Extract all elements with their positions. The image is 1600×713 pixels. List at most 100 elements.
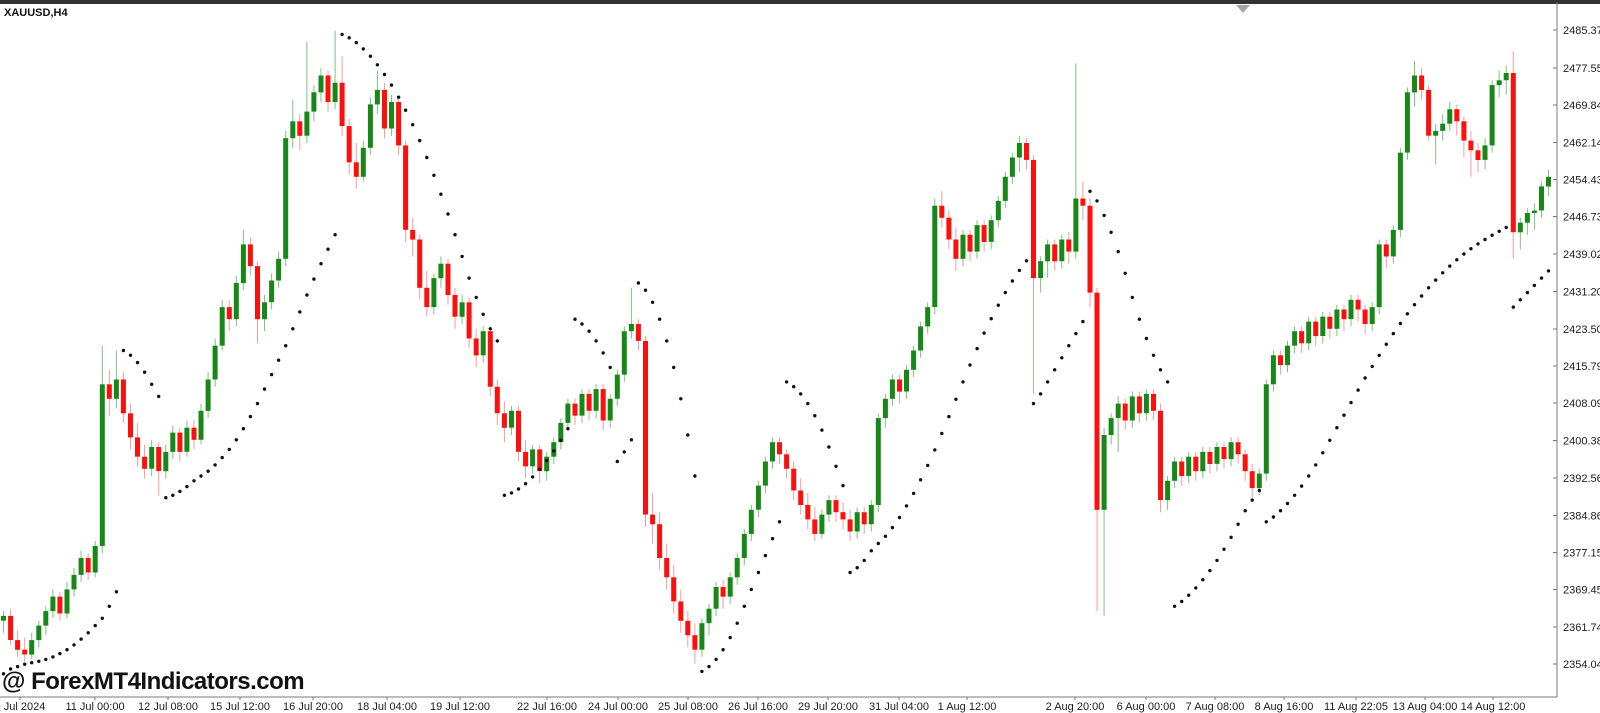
watermark-text: @ ForexMT4Indicators.com xyxy=(2,668,305,695)
sar-dot xyxy=(559,438,563,442)
sar-dot xyxy=(1448,264,1452,268)
sar-dot xyxy=(79,637,83,641)
bull-candle-body xyxy=(198,410,204,440)
sar-dot xyxy=(1441,271,1445,275)
sar-dot xyxy=(573,317,577,321)
sar-dot xyxy=(841,483,845,488)
time-tick-label: 2 Aug 20:00 xyxy=(1046,701,1105,713)
sar-dot xyxy=(213,463,217,467)
bull-candle-body xyxy=(960,234,966,259)
sar-dot xyxy=(869,549,873,553)
sar-dot xyxy=(135,360,140,365)
bear-candle-body xyxy=(346,126,352,163)
bull-candle-body xyxy=(1228,442,1234,460)
sar-dot xyxy=(396,95,401,99)
sar-dot xyxy=(672,365,676,370)
sar-dot xyxy=(629,438,634,442)
sar-dot xyxy=(1165,380,1170,384)
sar-dot xyxy=(855,566,859,570)
sar-dot xyxy=(8,667,13,671)
time-tick-label: 18 Jul 04:00 xyxy=(357,701,417,713)
sar-dot xyxy=(1003,290,1007,295)
sar-dot xyxy=(333,233,337,237)
bull-candle-body xyxy=(1073,198,1079,252)
bear-candle-body xyxy=(650,514,656,525)
bull-candle-body xyxy=(1009,157,1015,177)
sar-dot xyxy=(1010,279,1015,283)
bull-candle-body xyxy=(918,326,924,351)
bull-candle-body xyxy=(1320,316,1326,336)
price-axis[interactable]: 2485.370 2477.550 2469.845 2462.140 2454.435… xyxy=(1553,2,1600,697)
bear-candle-body xyxy=(1426,89,1432,136)
bear-candle-body xyxy=(1278,355,1283,365)
sar-dot xyxy=(1053,368,1057,372)
bull-candle-body xyxy=(99,384,105,546)
sar-dot xyxy=(763,553,768,558)
bear-candle-body xyxy=(1221,447,1227,460)
sar-dot xyxy=(982,331,986,335)
sar-dot xyxy=(890,525,895,530)
bull-candle-body xyxy=(1172,461,1178,481)
sar-dot xyxy=(368,54,373,58)
bear-candle-body xyxy=(1193,456,1199,472)
bear-candle-body xyxy=(297,121,303,136)
sar-dot xyxy=(735,621,739,625)
sar-dot xyxy=(1109,230,1113,234)
sar-dot xyxy=(1017,268,1022,273)
price-tick-label: 2477.550 xyxy=(1563,63,1600,75)
sar-dot xyxy=(1328,438,1332,442)
sar-dot xyxy=(1088,189,1092,193)
sar-dot xyxy=(65,648,69,652)
sar-dot xyxy=(1525,290,1530,295)
bull-candle-body xyxy=(770,442,775,462)
sar-dot xyxy=(1201,578,1205,582)
sar-dot xyxy=(347,36,351,40)
sar-dot xyxy=(1024,259,1029,263)
bear-candle-body xyxy=(120,379,126,414)
bear-candle-body xyxy=(685,620,691,636)
bear-candle-body xyxy=(445,263,451,296)
time-tick-label: 29 Jul 20:00 xyxy=(798,701,858,713)
bear-candle-body xyxy=(1136,396,1142,414)
sar-dot xyxy=(1518,298,1523,302)
bull-candle-body xyxy=(283,138,289,259)
price-tick-label: 2454.435 xyxy=(1563,175,1600,187)
sar-dot xyxy=(1081,319,1085,324)
bear-candle-body xyxy=(897,379,902,392)
sar-dot xyxy=(284,344,288,348)
time-tick-label: 12 Jul 08:00 xyxy=(138,701,198,713)
bull-candle-body xyxy=(628,324,634,332)
sar-dot xyxy=(305,293,309,297)
bull-candle-body xyxy=(1186,456,1192,476)
sar-dot xyxy=(411,123,415,127)
bear-candle-body xyxy=(678,601,684,621)
bear-candle-body xyxy=(523,451,529,467)
time-axis[interactable]: 9 Jul 2024 11 Jul 00:00 12 Jul 08:00 15 Jul… xyxy=(0,696,1557,713)
sar-dot xyxy=(996,303,1000,307)
bull-candle-body xyxy=(1292,331,1298,346)
sar-dot xyxy=(382,72,387,77)
bull-candle-body xyxy=(304,111,310,136)
sar-dot xyxy=(1539,276,1544,280)
price-tick-label: 2392.565 xyxy=(1563,473,1600,485)
bull-candle-body xyxy=(1482,145,1488,160)
bear-candle-body xyxy=(487,331,493,387)
bear-candle-body xyxy=(156,447,162,472)
sar-dot xyxy=(1546,269,1551,273)
candles-layer[interactable] xyxy=(1,30,1551,664)
sar-dot xyxy=(453,233,457,237)
sar-dot xyxy=(1031,401,1036,406)
sar-dot xyxy=(1067,344,1071,348)
sar-dot xyxy=(30,661,34,665)
bear-candle-body xyxy=(833,500,839,513)
bear-candle-body xyxy=(473,338,479,356)
bear-candle-body xyxy=(1094,292,1100,510)
sar-dot xyxy=(1,672,6,676)
bull-candle-body xyxy=(854,512,860,532)
bear-candle-body xyxy=(501,413,507,428)
bull-candle-body xyxy=(868,504,874,525)
sar-dot xyxy=(792,385,796,389)
sar-dot xyxy=(403,108,408,112)
price-tick-label: 2361.745 xyxy=(1563,622,1600,634)
